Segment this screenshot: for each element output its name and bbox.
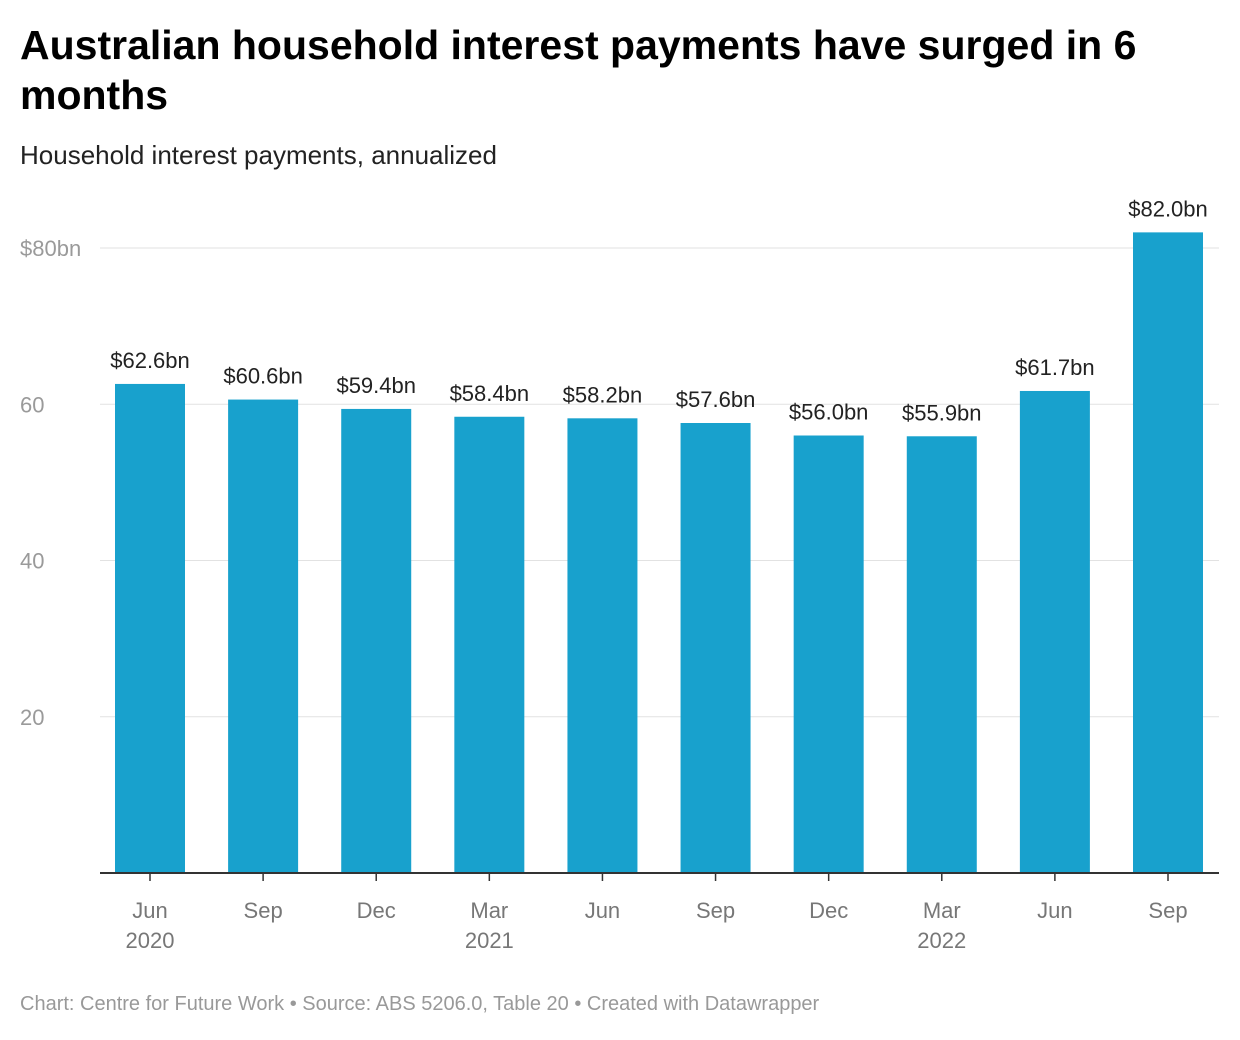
x-tick-label-year: 2022 (917, 928, 966, 953)
data-label: $60.6bn (223, 364, 303, 389)
x-tick-label: Mar (470, 898, 508, 923)
x-tick-label: Jun (132, 898, 167, 923)
x-tick-label-year: 2021 (465, 928, 514, 953)
x-tick-label: Mar (923, 898, 961, 923)
data-label: $57.6bn (676, 387, 756, 412)
x-tick-label: Sep (696, 898, 735, 923)
data-label: $55.9bn (902, 400, 982, 425)
x-tick-label: Sep (244, 898, 283, 923)
data-label: $62.6bn (110, 348, 190, 373)
bar (567, 418, 638, 873)
x-tick-label: Dec (809, 898, 848, 923)
x-tick-label: Sep (1148, 898, 1187, 923)
bar (1133, 232, 1203, 873)
bar (906, 436, 977, 873)
x-tick-label: Dec (357, 898, 396, 923)
bar (793, 435, 864, 873)
bar (680, 423, 751, 873)
chart-footer: Chart: Centre for Future Work • Source: … (20, 993, 820, 1015)
y-tick-label: $80bn (20, 236, 81, 261)
data-label: $56.0bn (789, 400, 869, 425)
bar (115, 383, 185, 873)
x-tick-label: Jun (1037, 898, 1072, 923)
data-label: $61.7bn (1015, 355, 1095, 380)
bar (1019, 390, 1090, 873)
chart-subtitle: Household interest payments, annualized (20, 140, 497, 170)
data-label: $82.0bn (1128, 196, 1208, 221)
y-tick-label: 20 (20, 705, 44, 730)
data-label: $59.4bn (336, 373, 416, 398)
bar (341, 408, 412, 873)
bar-chart: 20 40 60 $80bn $62.6bn Jun 2020 $60.6bn Sep $59.4… (20, 196, 1219, 953)
x-tick-label: Jun (585, 898, 620, 923)
y-tick-label: 60 (20, 392, 44, 417)
x-tick-label-year: 2020 (126, 928, 175, 953)
data-label: $58.4bn (450, 381, 530, 406)
data-label: $58.2bn (563, 382, 643, 407)
bar (454, 416, 525, 873)
bar (228, 399, 299, 873)
y-tick-label: 40 (20, 549, 44, 574)
chart-title: Australian household interest payments h… (20, 22, 1137, 118)
